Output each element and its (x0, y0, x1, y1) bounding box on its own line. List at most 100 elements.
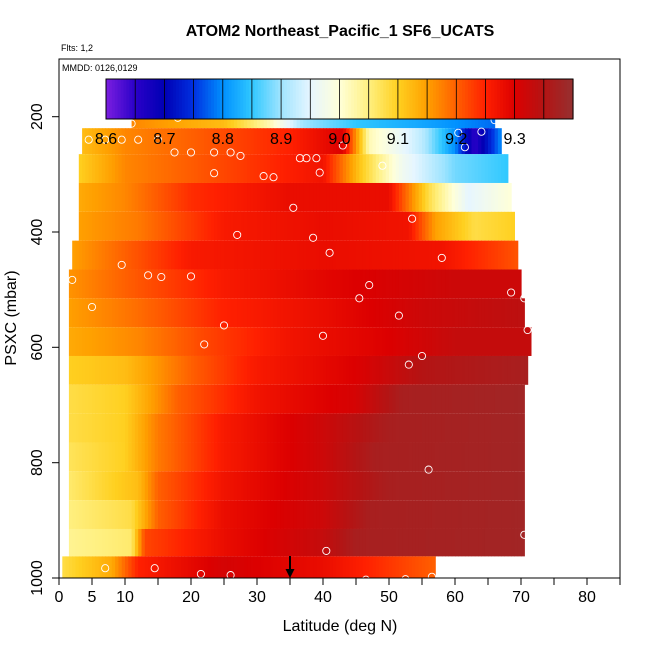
heatmap-cell (329, 240, 334, 270)
heatmap-cell (260, 528, 265, 557)
heatmap-cell (187, 500, 192, 529)
heatmap-cell (299, 298, 304, 328)
observation-point (477, 127, 486, 136)
heatmap-cell (389, 327, 393, 356)
heatmap-cell (273, 327, 278, 356)
heatmap-cell (299, 442, 304, 472)
heatmap-cell (382, 298, 387, 328)
heatmap-cell (389, 240, 393, 270)
colorbar-segment (386, 79, 390, 119)
heatmap-cell (402, 413, 407, 443)
heatmap-cell (365, 528, 370, 557)
heatmap-cell (131, 211, 136, 241)
heatmap-cell (141, 500, 146, 529)
heatmap-cell (158, 240, 162, 270)
observation-point (318, 331, 328, 340)
heatmap-cell (158, 269, 162, 299)
heatmap-cell (313, 327, 317, 356)
observation-point (401, 575, 410, 578)
heatmap-cell (362, 384, 367, 414)
heatmap-cell (408, 128, 413, 155)
colorbar-segment (251, 79, 256, 119)
heatmap-cell (415, 327, 420, 356)
heatmap-cell (85, 413, 90, 443)
heatmap-cell (303, 211, 308, 241)
heatmap-cell (101, 269, 106, 299)
heatmap-cell (177, 298, 182, 328)
heatmap-cell (148, 327, 152, 356)
heatmap-cell (158, 128, 162, 155)
heatmap-cell (293, 269, 298, 299)
heatmap-cell (250, 154, 255, 183)
heatmap-cell (306, 182, 311, 212)
heatmap-cell (134, 211, 139, 241)
colorbar-segment (555, 79, 560, 119)
heatmap-cell (227, 413, 232, 443)
heatmap-cell (148, 355, 152, 385)
colorbar-segment (324, 79, 329, 119)
heatmap-cell (125, 128, 129, 155)
heatmap-cell (98, 327, 103, 356)
heatmap-cell (105, 500, 110, 529)
heatmap-cell (507, 442, 512, 472)
heatmap-cell (121, 384, 126, 414)
heatmap-cell (164, 298, 169, 328)
heatmap-cell (362, 240, 367, 270)
heatmap-cell (191, 556, 195, 578)
heatmap-cell (504, 240, 509, 270)
heatmap-cell (68, 528, 73, 557)
heatmap-cell (369, 528, 374, 557)
heatmap-cell (405, 240, 410, 270)
heatmap-cell (134, 556, 139, 578)
observation-point (424, 465, 433, 474)
heatmap-cell (177, 442, 182, 472)
heatmap-cell (316, 182, 321, 212)
heatmap-cell (342, 182, 347, 212)
heatmap-cell (405, 500, 410, 529)
heatmap-cell (332, 471, 337, 501)
heatmap-cell (431, 298, 436, 328)
heatmap-cell (478, 154, 482, 183)
heatmap-cell (405, 182, 410, 212)
heatmap-cell (184, 211, 189, 241)
heatmap-cell (75, 413, 80, 443)
observation-point (101, 135, 110, 144)
heatmap-cell (389, 556, 393, 578)
heatmap-cell (418, 298, 423, 328)
heatmap-cell (491, 442, 496, 472)
heatmap-cell (323, 500, 327, 529)
heatmap-cell (293, 128, 298, 155)
heatmap-cell (332, 154, 337, 183)
colorbar-segment (520, 79, 524, 119)
heatmap-cell (161, 211, 166, 241)
colorbar-segment (429, 79, 434, 119)
heatmap-cell (108, 442, 113, 472)
heatmap-cell (352, 269, 357, 299)
heatmap-cell (128, 355, 133, 385)
heatmap-cell (313, 269, 317, 299)
heatmap-cell (253, 154, 258, 183)
heatmap-cell (95, 211, 100, 241)
heatmap-cell (191, 154, 195, 183)
heatmap-cell (461, 500, 466, 529)
heatmap-cell (72, 298, 77, 328)
heatmap-cell (451, 240, 456, 270)
heatmap-cell (217, 471, 222, 501)
heatmap-cell (293, 355, 298, 385)
heatmap-cell (418, 240, 423, 270)
x-tick-label: 20 (182, 589, 200, 606)
heatmap-cell (484, 298, 489, 328)
heatmap-cell (306, 528, 311, 557)
heatmap-cell (379, 471, 383, 501)
heatmap-cell (68, 500, 73, 529)
colorbar-segment (380, 79, 384, 119)
heatmap-cell (494, 528, 499, 557)
colorbar-segment (272, 79, 276, 119)
heatmap-cell (491, 182, 496, 212)
colorbar-segment (397, 79, 402, 119)
colorbar-segment (135, 79, 139, 119)
heatmap-cell (441, 413, 446, 443)
heatmap-cell (488, 298, 492, 328)
heatmap-cell (339, 182, 344, 212)
heatmap-cell (303, 442, 308, 472)
